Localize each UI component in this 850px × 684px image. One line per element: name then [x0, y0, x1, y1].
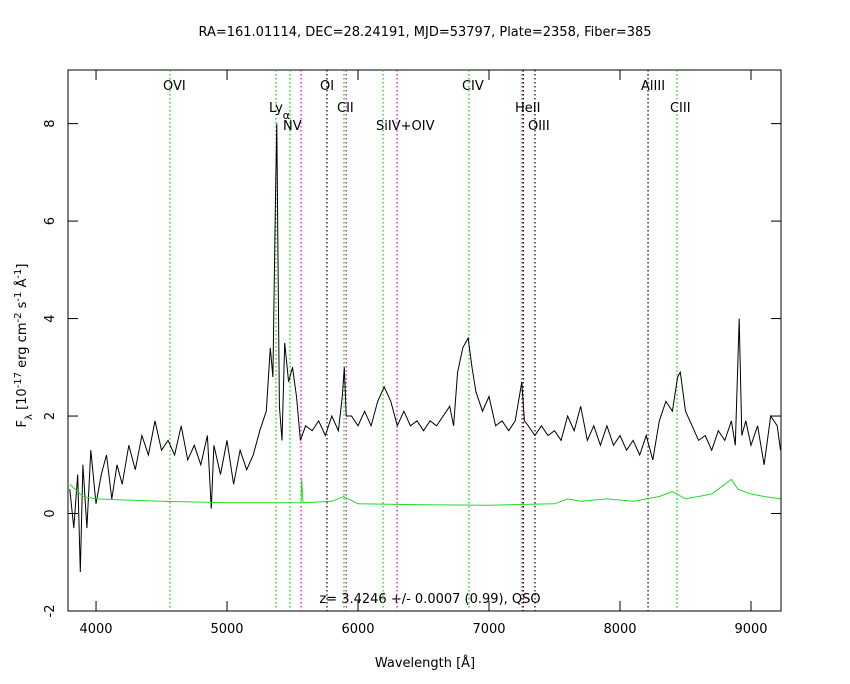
x-tick-label: 5000	[210, 622, 243, 637]
emission-line-label: OVI	[163, 79, 186, 94]
x-axis-label: Wavelength [Å]	[375, 655, 475, 671]
y-axis-label-part: s	[15, 301, 30, 312]
emission-line-label: OIII	[528, 119, 550, 134]
emission-line-label-text: CIII	[670, 101, 691, 116]
annotation: z= 3.4246 +/- 0.0007 (0.99), QSO	[319, 592, 540, 607]
y-axis-label-part: -1	[13, 269, 24, 279]
y-tick-label: 4	[43, 314, 58, 322]
y-axis-label-part: -1	[13, 292, 24, 302]
x-tick-label: 6000	[341, 622, 374, 637]
x-tick-label: 9000	[734, 622, 767, 637]
y-tick-label: 8	[43, 119, 58, 127]
emission-line-label-text: SiIV+OIV	[376, 119, 435, 134]
emission-line-label: HeII	[515, 101, 540, 116]
y-axis-label-part: Å	[14, 279, 30, 292]
emission-line-label-text: AlIII	[641, 79, 665, 94]
emission-line-label-text: Ly	[269, 101, 283, 116]
emission-line-label: CIV	[462, 79, 484, 94]
emission-line-label: CII	[337, 101, 354, 116]
y-axis-label-part: ]	[15, 264, 30, 269]
y-axis-label: Fλ [10-17 erg cm-2 s-1 Å-1]	[13, 264, 35, 428]
emission-line-label-text: OI	[320, 79, 334, 94]
x-tick-label: 4000	[79, 622, 112, 637]
emission-line-label-text: HeII	[515, 101, 540, 116]
y-tick-label: 0	[43, 509, 58, 517]
y-tick-label: 2	[43, 412, 58, 420]
emission-line-label: NV	[283, 119, 302, 134]
y-axis-label-part: -2	[13, 313, 24, 323]
y-tick-label: 6	[43, 217, 58, 225]
y-axis-label-part: [10	[15, 388, 30, 414]
spectrum-line	[69, 123, 781, 573]
emission-line-label: Lyα	[269, 101, 290, 122]
x-tick-label: 8000	[603, 622, 636, 637]
spectrum-line	[69, 478, 781, 506]
y-axis-label-part: λ	[24, 414, 35, 420]
emission-line-label-text: OIII	[528, 119, 550, 134]
x-tick-label: 7000	[472, 622, 505, 637]
y-axis-label-part: F	[15, 420, 30, 427]
emission-line-label-text: CIV	[462, 79, 484, 94]
y-tick-label: -2	[43, 605, 58, 618]
emission-line-label-text: OVI	[163, 79, 186, 94]
emission-line-label: SiIV+OIV	[376, 119, 435, 134]
emission-line-label: CIII	[670, 101, 691, 116]
y-axis-label-part: -17	[13, 372, 24, 388]
y-axis-label-part: erg cm	[15, 323, 30, 372]
emission-line-label-text: CII	[337, 101, 354, 116]
chart-title: RA=161.01114, DEC=28.24191, MJD=53797, P…	[198, 25, 651, 40]
plot-frame	[67, 69, 782, 612]
emission-line-label: AlIII	[641, 79, 665, 94]
emission-line-label-text: NV	[283, 119, 302, 134]
emission-line-label: OI	[320, 79, 334, 94]
emission-line-label-sub: α	[283, 109, 290, 122]
